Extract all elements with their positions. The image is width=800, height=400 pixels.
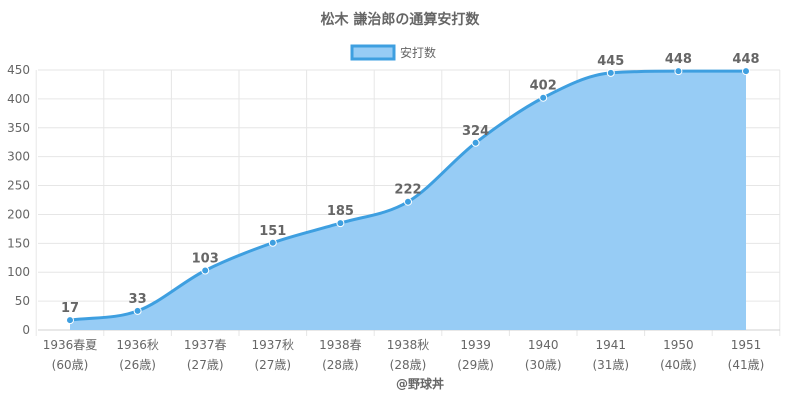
data-labels: 17 33 103 151 185 222 324 402 445 448 448 bbox=[61, 52, 760, 316]
x-axis: 1936春夏 (60歳) 1936秋 (26歳) 1937春 (27歳) 1937秋 (27歳… bbox=[43, 338, 765, 372]
x-tick-sublabel: (28歳) bbox=[322, 358, 359, 372]
legend-swatch bbox=[350, 44, 396, 61]
data-point[interactable] bbox=[268, 238, 277, 247]
x-tick-label: 1937秋 bbox=[252, 338, 295, 352]
x-tick-label: 1936秋 bbox=[116, 338, 159, 352]
x-tick-sublabel: (26歳) bbox=[119, 358, 156, 372]
chart-title: 松木 謙治郎の通算安打数 bbox=[321, 11, 481, 28]
x-tick-sublabel: (30歳) bbox=[525, 358, 562, 372]
data-point[interactable] bbox=[674, 67, 683, 76]
data-label: 103 bbox=[192, 251, 219, 266]
y-tick-label: 50 bbox=[15, 294, 30, 308]
x-tick-label: 1950 bbox=[663, 338, 694, 352]
data-label: 151 bbox=[259, 224, 286, 239]
data-label: 33 bbox=[129, 292, 147, 307]
x-tick-sublabel: (29歳) bbox=[457, 358, 494, 372]
y-tick-label: 150 bbox=[7, 236, 30, 250]
x-tick-label: 1941 bbox=[596, 338, 627, 352]
data-point[interactable] bbox=[133, 306, 142, 315]
x-tick-sublabel: (28歳) bbox=[390, 358, 427, 372]
data-point[interactable] bbox=[404, 197, 412, 206]
x-tick-label: 1939 bbox=[460, 338, 491, 352]
y-tick-label: 400 bbox=[7, 92, 30, 106]
y-axis: 0 50 100 150 200 250 300 350 400 450 bbox=[7, 63, 30, 337]
y-tick-label: 350 bbox=[7, 121, 30, 135]
data-point[interactable] bbox=[201, 266, 210, 275]
series-area-fill bbox=[70, 71, 746, 331]
x-tick-label: 1937春 bbox=[184, 338, 227, 352]
data-point[interactable] bbox=[336, 219, 345, 228]
data-label: 222 bbox=[394, 183, 421, 198]
x-tick-sublabel: (60歳) bbox=[52, 358, 89, 372]
x-tick-label: 1938秋 bbox=[387, 338, 430, 352]
data-label: 324 bbox=[462, 124, 489, 139]
data-point[interactable] bbox=[539, 93, 548, 102]
legend-label: 安打数 bbox=[400, 45, 436, 60]
data-label: 17 bbox=[61, 301, 79, 316]
y-tick-label: 250 bbox=[7, 179, 30, 193]
y-tick-label: 100 bbox=[7, 265, 30, 279]
data-point[interactable] bbox=[471, 138, 480, 147]
y-tick-label: 450 bbox=[7, 63, 30, 77]
legend[interactable]: 安打数 bbox=[350, 44, 436, 61]
x-tick-sublabel: (31歳) bbox=[592, 358, 629, 372]
data-point[interactable] bbox=[742, 67, 750, 76]
credit-text: @野球丼 bbox=[396, 376, 444, 391]
y-tick-label: 200 bbox=[7, 207, 30, 221]
data-label: 402 bbox=[530, 79, 557, 94]
x-tick-label: 1951 bbox=[731, 338, 762, 352]
data-label: 448 bbox=[732, 52, 759, 67]
x-tick-sublabel: (41歳) bbox=[728, 358, 765, 372]
data-points bbox=[66, 67, 750, 325]
x-tick-sublabel: (27歳) bbox=[254, 358, 291, 372]
x-tick-sublabel: (40歳) bbox=[660, 358, 697, 372]
data-point[interactable] bbox=[66, 316, 74, 325]
x-tick-label: 1936春夏 bbox=[43, 338, 98, 352]
data-label: 445 bbox=[597, 54, 624, 69]
y-tick-label: 300 bbox=[7, 150, 30, 164]
y-tick-label: 0 bbox=[22, 323, 30, 337]
x-tick-label: 1940 bbox=[528, 338, 559, 352]
data-label: 448 bbox=[665, 52, 692, 67]
x-tick-label: 1938春 bbox=[319, 338, 362, 352]
data-point[interactable] bbox=[606, 68, 615, 77]
x-tick-sublabel: (27歳) bbox=[187, 358, 224, 372]
data-label: 185 bbox=[327, 204, 354, 219]
